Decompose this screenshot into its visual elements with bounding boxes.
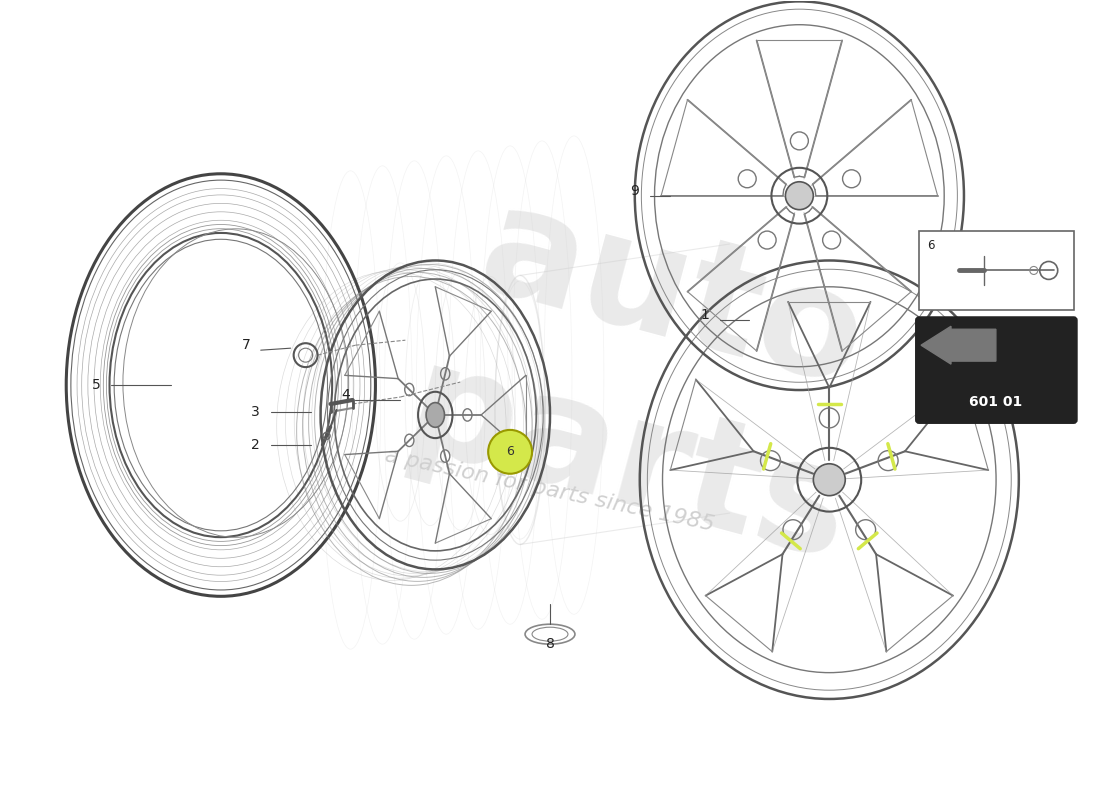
- Text: 8: 8: [546, 637, 554, 651]
- Ellipse shape: [426, 402, 444, 427]
- Text: 2: 2: [252, 438, 260, 452]
- Text: 9: 9: [630, 184, 639, 198]
- Text: 3: 3: [252, 405, 260, 419]
- Text: 1: 1: [701, 308, 710, 322]
- Text: 5: 5: [91, 378, 100, 392]
- Text: 6: 6: [927, 238, 935, 251]
- Text: auto
parts: auto parts: [390, 166, 910, 594]
- Text: 601 01: 601 01: [969, 395, 1023, 409]
- Circle shape: [488, 430, 532, 474]
- FancyBboxPatch shape: [920, 230, 1074, 310]
- Circle shape: [813, 464, 845, 496]
- Text: 6: 6: [506, 446, 514, 458]
- Text: 7: 7: [241, 338, 250, 352]
- Text: a passion for parts since 1985: a passion for parts since 1985: [384, 445, 716, 534]
- Text: 4: 4: [341, 388, 350, 402]
- FancyArrow shape: [921, 326, 996, 364]
- Circle shape: [785, 182, 813, 210]
- FancyBboxPatch shape: [916, 318, 1077, 423]
